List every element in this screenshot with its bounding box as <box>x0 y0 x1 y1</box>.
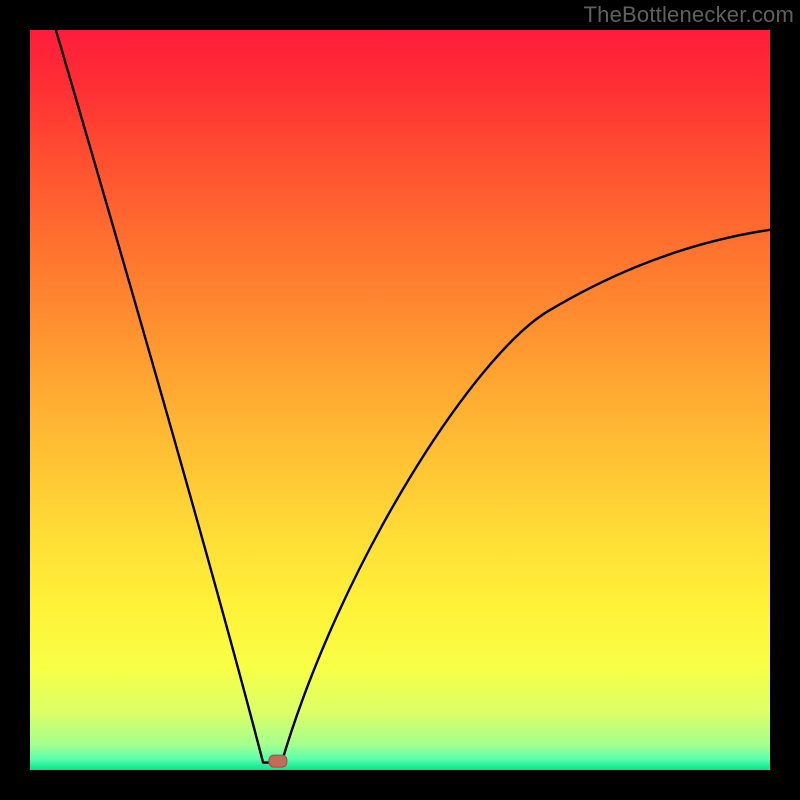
bottleneck-chart <box>0 0 800 800</box>
chart-stage: TheBottlenecker.com <box>0 0 800 800</box>
plot-background <box>30 30 770 770</box>
watermark-text: TheBottlenecker.com <box>584 2 794 28</box>
optimum-marker <box>269 755 287 767</box>
